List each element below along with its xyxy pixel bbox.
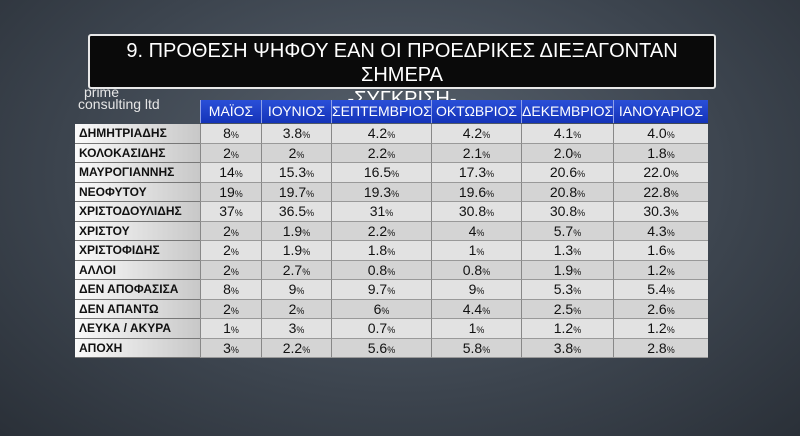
value-cell: 2.2% xyxy=(331,221,431,241)
value-cell: 2% xyxy=(200,299,261,319)
value-cell: 4.1% xyxy=(521,124,613,144)
value-cell: 4.3% xyxy=(613,221,708,241)
value-cell: 17.3% xyxy=(431,163,521,183)
value-cell: 36.5% xyxy=(261,202,331,222)
value-cell: 2% xyxy=(261,143,331,163)
value-cell: 1% xyxy=(431,319,521,339)
value-cell: 3% xyxy=(261,319,331,339)
value-cell: 2.5% xyxy=(521,299,613,319)
value-cell: 16.5% xyxy=(331,163,431,183)
value-cell: 1.9% xyxy=(261,221,331,241)
value-cell: 1.2% xyxy=(521,319,613,339)
value-cell: 5.8% xyxy=(431,338,521,358)
value-cell: 5.7% xyxy=(521,221,613,241)
value-cell: 2% xyxy=(200,241,261,261)
value-cell: 19% xyxy=(200,182,261,202)
value-cell: 1% xyxy=(431,241,521,261)
logo-line: consulting ltd xyxy=(78,96,160,112)
value-cell: 2% xyxy=(200,143,261,163)
value-cell: 1.6% xyxy=(613,241,708,261)
value-cell: 19.6% xyxy=(431,182,521,202)
value-cell: 20.8% xyxy=(521,182,613,202)
value-cell: 3.8% xyxy=(261,124,331,144)
value-cell: 1.8% xyxy=(613,143,708,163)
row-label: ΧΡΙΣΤΟΦΙΔΗΣ xyxy=(75,241,200,261)
value-cell: 2% xyxy=(200,260,261,280)
value-cell: 2.7% xyxy=(261,260,331,280)
value-cell: 37% xyxy=(200,202,261,222)
row-label: ΑΠΟΧΗ xyxy=(75,338,200,358)
value-cell: 30.8% xyxy=(431,202,521,222)
value-cell: 19.7% xyxy=(261,182,331,202)
value-cell: 0.8% xyxy=(331,260,431,280)
column-header: ΔΕΚΕΜΒΡΙΟΣ xyxy=(521,100,613,123)
value-cell: 5.3% xyxy=(521,280,613,300)
value-cell: 20.6% xyxy=(521,163,613,183)
value-cell: 2.2% xyxy=(331,143,431,163)
value-cell: 14% xyxy=(200,163,261,183)
value-cell: 1.9% xyxy=(521,260,613,280)
column-header: ΣΕΠΤΕΜΒΡΙΟΣ xyxy=(331,100,432,123)
value-cell: 9.7% xyxy=(331,280,431,300)
row-label: ΛΕΥΚΑ / ΑΚΥΡΑ xyxy=(75,319,200,339)
value-cell: 2.0% xyxy=(521,143,613,163)
logo: prime consulting ltd xyxy=(78,84,160,112)
row-label: ΜΑΥΡΟΓΙΑΝΝΗΣ xyxy=(75,163,200,183)
value-cell: 4.2% xyxy=(431,124,521,144)
value-cell: 15.3% xyxy=(261,163,331,183)
value-cell: 9% xyxy=(261,280,331,300)
value-cell: 4.4% xyxy=(431,299,521,319)
value-cell: 1.3% xyxy=(521,241,613,261)
value-cell: 0.7% xyxy=(331,319,431,339)
title: 9. ΠΡΟΘΕΣΗ ΨΗΦΟΥ ΕΑΝ ΟΙ ΠΡΟΕΔΡΙΚΕΣ ΔΙΕΞΑ… xyxy=(126,40,678,86)
value-cell: 8% xyxy=(200,124,261,144)
value-cell: 4.2% xyxy=(331,124,431,144)
row-label: ΧΡΙΣΤΟΔΟΥΛΙΔΗΣ xyxy=(75,202,200,222)
value-cell: 1.2% xyxy=(613,260,708,280)
value-cell: 2% xyxy=(261,299,331,319)
value-cell: 1.8% xyxy=(331,241,431,261)
value-cell: 30.3% xyxy=(613,202,708,222)
value-cell: 22.0% xyxy=(613,163,708,183)
value-cell: 5.4% xyxy=(613,280,708,300)
value-cell: 1.2% xyxy=(613,319,708,339)
row-label: ΚΟΛΟΚΑΣΙΔΗΣ xyxy=(75,143,200,163)
title-box: 9. ΠΡΟΘΕΣΗ ΨΗΦΟΥ ΕΑΝ ΟΙ ΠΡΟΕΔΡΙΚΕΣ ΔΙΕΞΑ… xyxy=(88,34,716,110)
value-cell: 30.8% xyxy=(521,202,613,222)
value-cell: 4.0% xyxy=(613,124,708,144)
column-header: ΙΑΝΟΥΑΡΙΟΣ xyxy=(613,100,708,123)
value-cell: 1.9% xyxy=(261,241,331,261)
value-cell: 5.6% xyxy=(331,338,431,358)
value-cell: 4% xyxy=(431,221,521,241)
logo-line: prime xyxy=(84,84,120,100)
value-cell: 2.8% xyxy=(613,338,708,358)
value-cell: 9% xyxy=(431,280,521,300)
value-cell: 2.2% xyxy=(261,338,331,358)
value-cell: 3.8% xyxy=(521,338,613,358)
value-cell: 6% xyxy=(331,299,431,319)
value-cell: 3% xyxy=(200,338,261,358)
value-cell: 19.3% xyxy=(331,182,431,202)
value-cell: 1% xyxy=(200,319,261,339)
value-cell: 0.8% xyxy=(431,260,521,280)
row-label: ΧΡΙΣΤΟΥ xyxy=(75,221,200,241)
value-cell: 22.8% xyxy=(613,182,708,202)
row-label: ΔΕΝ ΑΠΟΦΑΣΙΣΑ xyxy=(75,280,200,300)
row-label: ΔΗΜΗΤΡΙΑΔΗΣ xyxy=(75,124,200,144)
column-header: ΜΑΪΟΣ xyxy=(200,100,261,123)
value-cell: 31% xyxy=(331,202,431,222)
value-cell: 2.1% xyxy=(431,143,521,163)
value-cell: 2% xyxy=(200,221,261,241)
row-label: ΑΛΛΟΙ xyxy=(75,260,200,280)
column-header: ΟΚΤΩΒΡΙΟΣ xyxy=(431,100,521,123)
value-cell: 8% xyxy=(200,280,261,300)
row-label: ΝΕΟΦΥΤΟΥ xyxy=(75,182,200,202)
column-header: ΙΟΥΝΙΟΣ xyxy=(261,100,331,123)
row-label: ΔΕΝ ΑΠΑΝΤΩ xyxy=(75,299,200,319)
value-cell: 2.6% xyxy=(613,299,708,319)
